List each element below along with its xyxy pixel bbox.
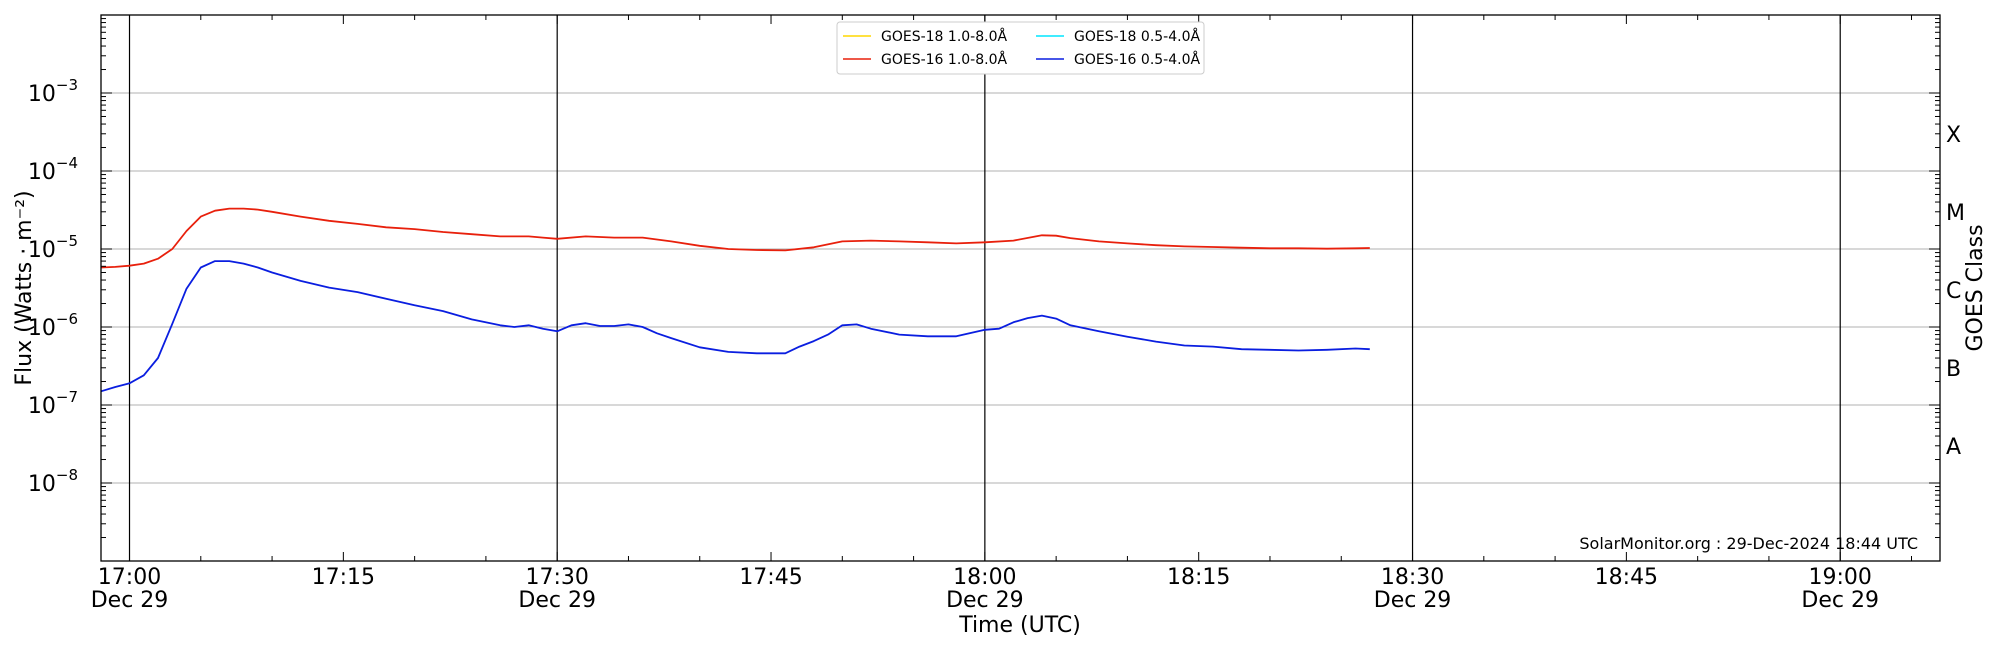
x-tick-date-label: Dec 29 bbox=[1801, 588, 1879, 613]
y-axis-ticks: 10−8 10−7 10−6 10−5 10−4 10−3 bbox=[28, 18, 1940, 562]
y-tick-label: 10−6 bbox=[28, 310, 78, 341]
plot-frame bbox=[100, 14, 1941, 562]
legend-entry-label: GOES-18 0.5-4.0Å bbox=[1074, 28, 1200, 45]
legend-entry-label: GOES-16 0.5-4.0Å bbox=[1074, 51, 1200, 68]
goes-class-axis: A B C M X bbox=[1946, 123, 1965, 460]
x-tick-date-label: Dec 29 bbox=[1374, 588, 1452, 613]
x-tick-label: 18:15 bbox=[1167, 565, 1230, 590]
x-tick-label: 17:45 bbox=[739, 565, 802, 590]
x-tick-label: 17:30 bbox=[525, 565, 588, 590]
x-tick-label: 17:00 bbox=[98, 565, 161, 590]
grid-layer bbox=[101, 92, 1940, 484]
legend-entry-label: GOES-18 1.0-8.0Å bbox=[881, 28, 1007, 45]
legend-entry-label: GOES-16 1.0-8.0Å bbox=[881, 51, 1007, 68]
x-axis-label: Time (UTC) bbox=[958, 613, 1081, 638]
x-tick-label: 18:45 bbox=[1595, 565, 1658, 590]
x-tick-date-label: Dec 29 bbox=[91, 588, 169, 613]
x-tick-label: 17:15 bbox=[312, 565, 375, 590]
legend: GOES-18 1.0-8.0Å GOES-16 1.0-8.0Å GOES-18 … bbox=[836, 21, 1205, 75]
x-tick-label: 19:00 bbox=[1809, 565, 1872, 590]
goes-class-x: X bbox=[1946, 123, 1961, 148]
x-tick-date-label: Dec 29 bbox=[518, 588, 596, 613]
y-axis-label: Flux (Watts · m⁻²) bbox=[12, 190, 37, 385]
series-layer bbox=[100, 207, 1370, 393]
goes-class-c: C bbox=[1946, 279, 1961, 304]
x-tick-label: 18:00 bbox=[953, 565, 1016, 590]
goes-class-a: A bbox=[1946, 435, 1961, 460]
series-line-goes-16-1-0-8-0 bbox=[100, 207, 1370, 269]
legend-box bbox=[836, 21, 1205, 75]
x-tick-label: 18:30 bbox=[1381, 565, 1444, 590]
y-tick-label: 10−5 bbox=[28, 232, 78, 263]
right-axis-label: GOES Class bbox=[1963, 224, 1988, 351]
vertical-hour-lines bbox=[128, 15, 1841, 561]
series-line-goes-16-0-5-4-0 bbox=[100, 260, 1370, 393]
y-tick-label: 10−4 bbox=[28, 154, 78, 185]
y-tick-label: 10−3 bbox=[28, 76, 78, 107]
credit-text: SolarMonitor.org : 29-Dec-2024 18:44 UTC bbox=[1579, 534, 1918, 553]
goes-class-m: M bbox=[1946, 201, 1965, 226]
goes-class-b: B bbox=[1946, 357, 1961, 382]
x-tick-date-label: Dec 29 bbox=[946, 588, 1024, 613]
y-tick-label: 10−8 bbox=[28, 466, 78, 497]
y-tick-label: 10−7 bbox=[28, 388, 78, 419]
